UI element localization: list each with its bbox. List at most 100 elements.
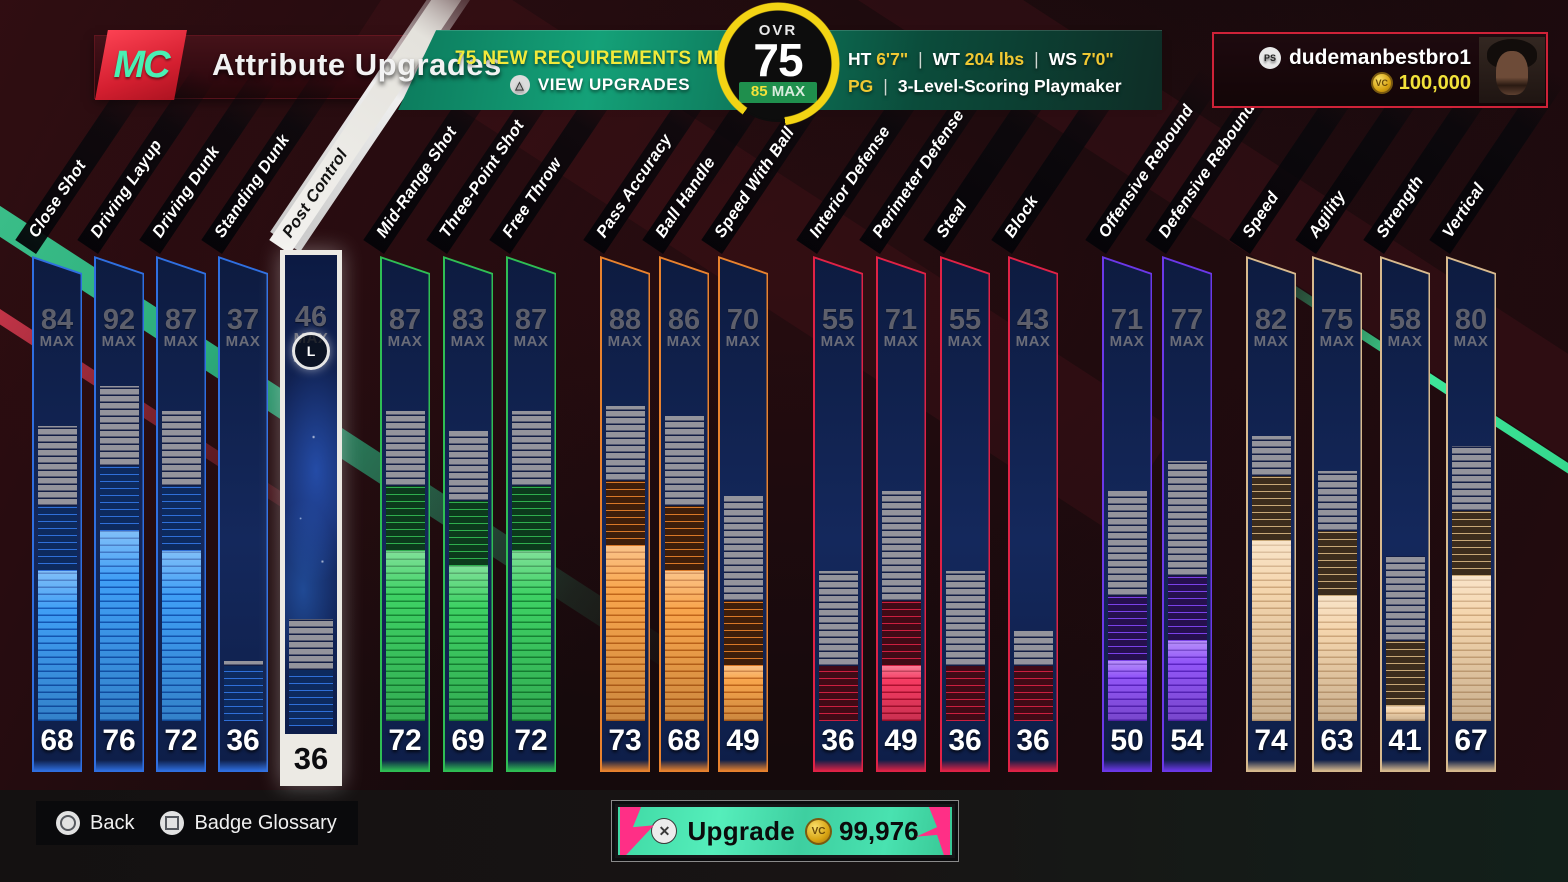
current-value: 68 — [667, 723, 701, 757]
attribute-bar-block[interactable]: 43 MAX 36 — [1008, 256, 1058, 772]
recent-upgrade-zone — [1107, 595, 1147, 661]
badge-glossary-label: Badge Glossary — [194, 811, 337, 834]
upgrade-available-zone — [1013, 630, 1053, 666]
upgrade-available-zone — [289, 619, 333, 670]
attribute-bar-speed-with-ball[interactable]: 70 MAX 49 — [718, 256, 768, 772]
current-value: 49 — [726, 723, 760, 757]
ps-circle-icon — [56, 811, 80, 835]
max-value: 77 MAX — [1169, 303, 1205, 350]
current-fill-zone — [1251, 541, 1291, 721]
attribute-bar-ball-handle[interactable]: 86 MAX 68 — [659, 256, 709, 772]
current-fill-zone — [448, 565, 488, 721]
recent-upgrade-zone — [99, 466, 139, 532]
upgrade-available-zone — [99, 386, 139, 467]
recent-upgrade-zone — [448, 501, 488, 566]
max-value: 55 MAX — [820, 303, 856, 350]
attribute-bar-pass-accuracy[interactable]: 88 MAX 73 — [600, 256, 650, 772]
max-value: 83 MAX — [450, 303, 486, 350]
attribute-bar-driving-layup[interactable]: 92 MAX 76 — [94, 256, 144, 772]
profile-card: PS dudemanbestbro1 VC 100,000 — [1212, 32, 1548, 108]
current-value: 68 — [40, 723, 74, 757]
upgrade-available-zone — [1451, 446, 1491, 512]
recent-upgrade-zone — [1013, 665, 1053, 721]
current-value: 41 — [1388, 723, 1422, 757]
upgrade-available-zone — [1385, 555, 1425, 641]
max-value: 87 MAX — [387, 303, 423, 350]
max-value: 71 MAX — [883, 303, 919, 350]
recent-upgrade-zone — [1251, 476, 1291, 541]
attribute-bar-defensive-rebound[interactable]: 77 MAX 54 — [1162, 256, 1212, 772]
upgrade-available-zone — [605, 406, 645, 482]
current-value: 36 — [821, 723, 855, 757]
recent-upgrade-zone — [289, 669, 333, 726]
max-value: 80 MAX — [1453, 303, 1489, 350]
attribute-bar-standing-dunk[interactable]: 37 MAX 36 — [218, 256, 268, 772]
button-hints-bar: Back Badge Glossary — [36, 801, 358, 845]
attribute-bar-three-point-shot[interactable]: 83 MAX 69 — [443, 256, 493, 772]
current-value: 50 — [1110, 723, 1144, 757]
upgrade-available-zone — [881, 491, 921, 601]
current-fill-zone — [1385, 705, 1425, 721]
current-fill-zone — [1107, 660, 1147, 721]
recent-upgrade-zone — [1167, 575, 1207, 641]
attribute-bar-speed[interactable]: 82 MAX 74 — [1246, 256, 1296, 772]
current-fill-zone — [881, 665, 921, 721]
current-fill-zone — [37, 570, 77, 721]
upgrade-available-zone — [664, 416, 704, 507]
current-value: 72 — [514, 723, 548, 757]
attribute-bar-mid-range-shot[interactable]: 87 MAX 72 — [380, 256, 430, 772]
attribute-bar-agility[interactable]: 75 MAX 63 — [1312, 256, 1362, 772]
player-avatar — [1479, 37, 1545, 103]
max-value: 88 MAX — [607, 303, 643, 350]
attribute-bar-post-control-selected[interactable]: 46MAX L 36 — [280, 250, 342, 786]
ps-square-icon — [160, 811, 185, 835]
vc-coin-icon: VC — [1370, 72, 1393, 94]
view-upgrades-label: VIEW UPGRADES — [537, 75, 691, 94]
recent-upgrade-zone — [385, 486, 425, 551]
current-value: 69 — [451, 723, 485, 757]
attribute-bar-vertical[interactable]: 80 MAX 67 — [1446, 256, 1496, 772]
max-value: 43 MAX — [1015, 303, 1051, 350]
current-value: 36 — [948, 723, 982, 757]
attribute-bar-close-shot[interactable]: 84 MAX 68 — [32, 256, 82, 772]
requirements-headline: 75 NEW REQUIREMENTS MET! — [454, 48, 746, 69]
player-bio: HT 6'7" | WT 204 lbs | WS 7'0" PG | 3-Level-Sc… — [848, 46, 1122, 100]
current-value: 63 — [1320, 723, 1354, 757]
recent-upgrade-zone — [1451, 511, 1491, 576]
upgrade-available-zone — [1317, 471, 1357, 532]
attribute-bar-driving-dunk[interactable]: 87 MAX 72 — [156, 256, 206, 772]
recent-upgrade-zone — [664, 506, 704, 571]
current-fill-zone — [1317, 595, 1357, 721]
recent-upgrade-zone — [881, 600, 921, 666]
attribute-bar-offensive-rebound[interactable]: 71 MAX 50 — [1102, 256, 1152, 772]
back-label: Back — [90, 811, 135, 834]
upgrade-available-zone — [511, 411, 551, 487]
max-value: 82 MAX — [1253, 303, 1289, 350]
current-fill-zone — [664, 570, 704, 721]
mycareer-logo-text: MC — [113, 43, 170, 86]
recent-upgrade-zone — [1317, 531, 1357, 596]
back-button[interactable]: Back — [56, 811, 134, 835]
max-value: 55 MAX — [947, 303, 983, 350]
ps-cross-icon: ✕ — [651, 818, 678, 844]
attribute-bar-interior-defense[interactable]: 55 MAX 36 — [813, 256, 863, 772]
recent-upgrade-zone — [1385, 640, 1425, 706]
view-upgrades-button[interactable]: △ VIEW UPGRADES — [425, 75, 775, 95]
attribute-bar-strength[interactable]: 58 MAX 41 — [1380, 256, 1430, 772]
upgrade-label: Upgrade — [687, 815, 796, 846]
lightning-bolt-icon — [620, 807, 654, 855]
badge-glossary-button[interactable]: Badge Glossary — [160, 811, 337, 835]
max-value: 70 MAX — [725, 303, 761, 350]
current-value: 49 — [884, 723, 918, 757]
current-value: 54 — [1170, 723, 1204, 757]
attribute-bar-steal[interactable]: 55 MAX 36 — [940, 256, 990, 772]
upgrade-cost: VC 99,976 — [805, 816, 919, 847]
upgrade-button[interactable]: ✕ Upgrade VC 99,976 — [611, 800, 959, 862]
attribute-bar-perimeter-defense[interactable]: 71 MAX 49 — [876, 256, 926, 772]
current-value: 36 — [226, 723, 260, 757]
attribute-bar-free-throw[interactable]: 87 MAX 72 — [506, 256, 556, 772]
upgrade-available-zone — [1251, 436, 1291, 477]
recent-upgrade-zone — [161, 486, 201, 551]
